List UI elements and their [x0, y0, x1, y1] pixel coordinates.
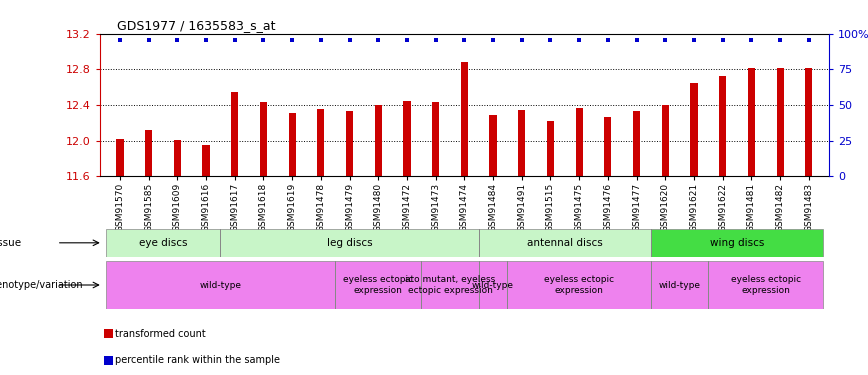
Point — [400, 37, 414, 43]
Bar — [106, 229, 220, 257]
Text: wing discs: wing discs — [710, 238, 764, 248]
Text: genotype/variation: genotype/variation — [0, 280, 83, 290]
Text: leg discs: leg discs — [326, 238, 372, 248]
Text: eye discs: eye discs — [139, 238, 187, 248]
Bar — [806, 68, 812, 176]
Bar — [421, 261, 479, 309]
Bar — [202, 145, 209, 176]
Bar — [490, 115, 496, 176]
Point — [543, 37, 557, 43]
Point — [658, 37, 672, 43]
Point — [429, 37, 443, 43]
Text: GDS1977 / 1635583_s_at: GDS1977 / 1635583_s_at — [117, 19, 276, 32]
Point — [716, 37, 730, 43]
Point — [745, 37, 759, 43]
Bar — [260, 102, 267, 176]
Bar — [479, 261, 508, 309]
Text: wild-type: wild-type — [472, 280, 514, 290]
Point — [629, 37, 643, 43]
Bar — [346, 111, 353, 176]
Point — [199, 37, 213, 43]
Bar — [651, 261, 708, 309]
Point — [773, 37, 787, 43]
Text: eyeless ectopic
expression: eyeless ectopic expression — [343, 275, 413, 295]
Point — [687, 37, 701, 43]
Bar — [633, 111, 641, 176]
Bar — [375, 105, 382, 176]
Bar — [231, 92, 239, 176]
Text: wild-type: wild-type — [200, 280, 241, 290]
Text: tissue: tissue — [0, 238, 22, 248]
Point — [601, 37, 615, 43]
Bar — [404, 100, 411, 176]
Bar — [777, 69, 784, 176]
Point — [286, 37, 299, 43]
Text: eyeless ectopic
expression: eyeless ectopic expression — [731, 275, 801, 295]
Text: transformed count: transformed count — [115, 329, 206, 339]
Point — [515, 37, 529, 43]
Bar — [708, 261, 823, 309]
Point — [457, 37, 471, 43]
Point — [572, 37, 586, 43]
Bar — [116, 139, 123, 176]
Bar — [604, 117, 611, 176]
Bar — [461, 62, 468, 176]
Bar — [748, 68, 755, 176]
Bar — [651, 229, 823, 257]
Text: wild-type: wild-type — [659, 280, 700, 290]
Bar — [318, 109, 325, 176]
Bar — [508, 261, 651, 309]
Bar — [220, 229, 479, 257]
Bar — [174, 140, 181, 176]
Point — [227, 37, 241, 43]
Bar — [661, 105, 669, 176]
Text: eyeless ectopic
expression: eyeless ectopic expression — [544, 275, 615, 295]
Point — [170, 37, 184, 43]
Bar — [690, 83, 698, 176]
Point — [113, 37, 127, 43]
Bar — [145, 130, 152, 176]
Point — [141, 37, 155, 43]
Bar — [547, 121, 554, 176]
Text: percentile rank within the sample: percentile rank within the sample — [115, 355, 279, 365]
Bar — [518, 110, 525, 176]
Bar — [720, 76, 727, 176]
Point — [314, 37, 328, 43]
Point — [372, 37, 385, 43]
Point — [343, 37, 357, 43]
Text: ato mutant, eyeless
ectopic expression: ato mutant, eyeless ectopic expression — [404, 275, 495, 295]
Text: antennal discs: antennal discs — [527, 238, 602, 248]
Bar — [335, 261, 421, 309]
Point — [486, 37, 500, 43]
Bar — [575, 108, 582, 176]
Point — [257, 37, 271, 43]
Point — [802, 37, 816, 43]
Bar — [432, 102, 439, 176]
Bar — [479, 229, 651, 257]
Bar — [288, 113, 296, 176]
Bar — [106, 261, 335, 309]
